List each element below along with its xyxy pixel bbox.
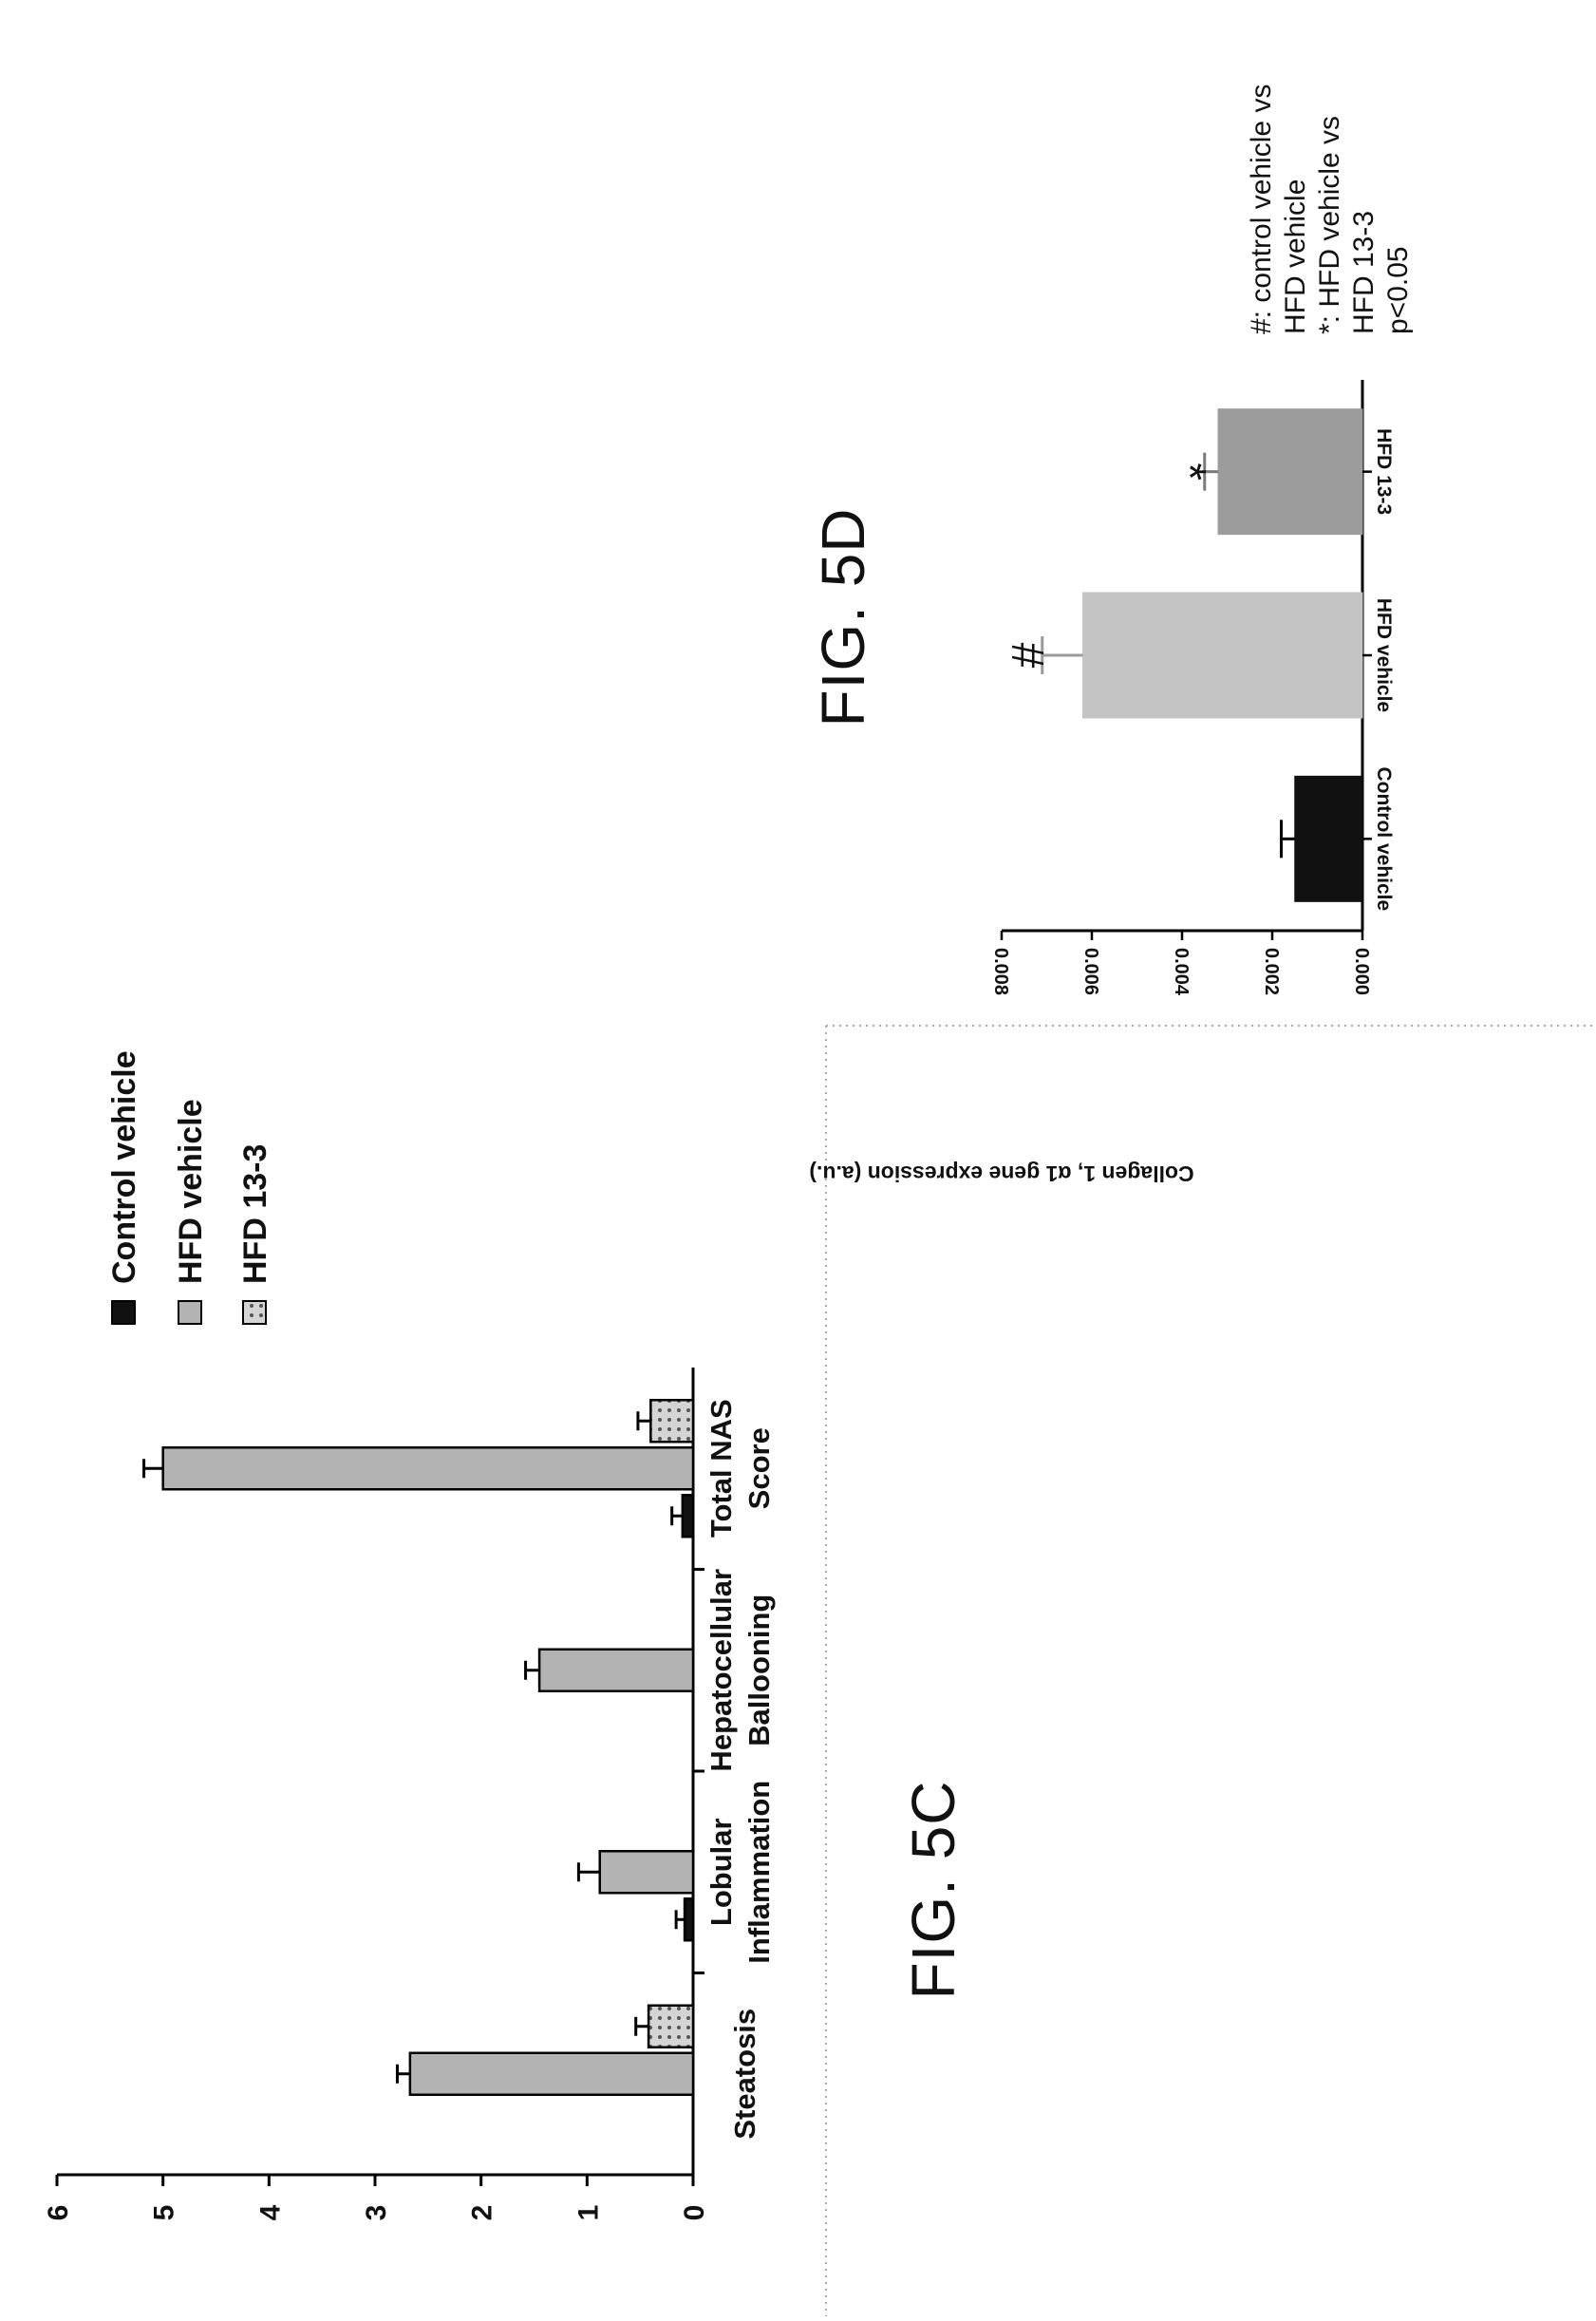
y-tick-label: 2 <box>467 2205 498 2221</box>
y-tick-label: 0.000 <box>1351 948 1372 995</box>
significance-marker: * <box>1164 462 1214 481</box>
significance-marker: # <box>1002 643 1052 669</box>
category-label: Steatosis <box>728 2009 761 2140</box>
legend-label: HFD 13-3 <box>237 1144 273 1284</box>
legend-swatch <box>178 1300 202 1325</box>
bar-control-vehicle <box>683 1897 695 1942</box>
bar-hfd-13-3 <box>1217 408 1363 536</box>
fig-5d-label: FIG. 5D <box>809 507 877 726</box>
category-label: HFD vehicle <box>1373 598 1395 712</box>
y-tick-label: 0 <box>679 2205 710 2221</box>
y-tick-label: 0.002 <box>1261 948 1282 995</box>
category-label-line: Total NAS <box>704 1399 738 1538</box>
bar-hfd-vehicle <box>161 1446 695 1491</box>
bar-hfd-vehicle <box>1082 592 1363 719</box>
category-label: HFD 13-3 <box>1373 428 1395 515</box>
significance-note-line: p<0.05 <box>1382 246 1414 334</box>
bar-control-vehicle <box>681 1494 695 1538</box>
category-label: Total NAS Score <box>704 1399 776 1538</box>
category-label: Lobular Inflammation <box>704 1781 776 1964</box>
category-label-line: Steatosis <box>728 2009 761 2140</box>
bar-hfd-vehicle <box>408 2051 695 2096</box>
y-tick-label: 6 <box>43 2205 74 2221</box>
category-label-line: Ballooning <box>742 1595 776 1746</box>
bar-control-vehicle <box>1294 775 1363 902</box>
y-tick-label: 0.008 <box>990 948 1011 995</box>
significance-note: #: control vehicle vs HFD vehicle *: HFD v… <box>1246 85 1414 334</box>
significance-note-line: #: control vehicle vs <box>1246 85 1277 334</box>
bar-hfd-vehicle <box>598 1850 695 1895</box>
fig-5c-label: FIG. 5C <box>899 1780 967 1999</box>
legend-label: HFD vehicle <box>173 1099 209 1284</box>
y-tick-label: 1 <box>573 2205 604 2221</box>
bar-hfd-13-3 <box>647 2004 695 2048</box>
significance-note-line: *: HFD vehicle vs <box>1314 116 1345 334</box>
legend-label: Control vehicle <box>106 1050 142 1284</box>
category-label-line: Hepatocellular <box>704 1569 738 1772</box>
bar-hfd-13-3 <box>649 1399 695 1444</box>
legend-swatch <box>111 1300 136 1325</box>
significance-note-line: HFD 13-3 <box>1348 211 1380 334</box>
category-label: Hepatocellular Ballooning <box>704 1569 776 1772</box>
category-label-line: Score <box>742 1427 776 1509</box>
y-tick-label: 0.004 <box>1171 948 1192 996</box>
y-tick-label: 4 <box>254 2204 286 2220</box>
bar-hfd-vehicle <box>537 1648 695 1692</box>
category-label-line: Lobular <box>704 1818 738 1926</box>
chart-5d: 0.000 0.002 0.004 0.006 0.008 Collagen 1, α1 … <box>809 85 1414 1186</box>
category-label: Control vehicle <box>1373 766 1395 911</box>
y-axis-title: Collagen 1, α1 gene expression (a.u.) <box>809 1161 1193 1186</box>
y-tick-label: 3 <box>361 2205 392 2221</box>
y-tick-label: 0.006 <box>1080 948 1101 995</box>
category-label-line: Inflammation <box>742 1781 776 1964</box>
significance-note-line: HFD vehicle <box>1280 179 1311 334</box>
y-tick-label: 5 <box>149 2205 180 2221</box>
legend-swatch <box>242 1300 267 1325</box>
